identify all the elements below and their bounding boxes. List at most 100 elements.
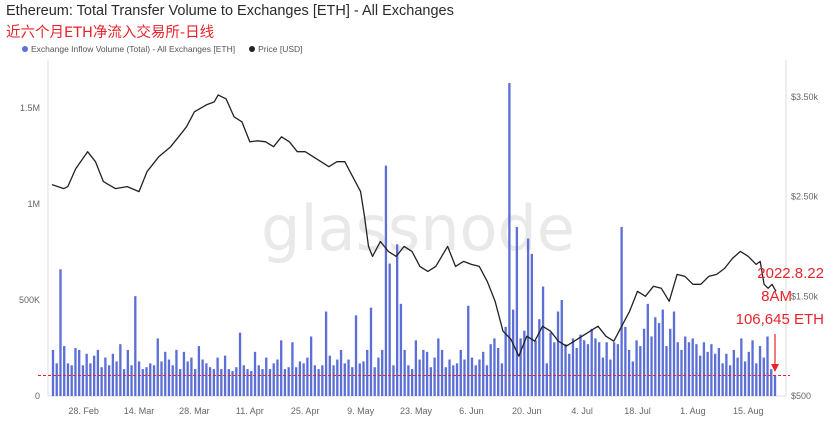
- inflow-bar: [526, 238, 530, 396]
- inflow-bar: [231, 371, 234, 396]
- inflow-bar: [130, 365, 133, 396]
- inflow-bar: [197, 346, 201, 396]
- inflow-bars: [51, 83, 777, 396]
- annotation-group: 2022.8.22 8AM 106,645 ETH: [736, 265, 824, 372]
- inflow-bar: [396, 244, 399, 396]
- inflow-bar: [631, 361, 634, 396]
- legend-inflow-dot: [22, 46, 28, 52]
- inflow-bar: [504, 326, 507, 396]
- inflow-bar: [575, 348, 578, 396]
- inflow-bar: [571, 338, 575, 396]
- inflow-bar: [721, 363, 724, 396]
- inflow-bar: [324, 311, 328, 396]
- inflow-bar: [605, 342, 608, 396]
- left-tick-label: 1.5M: [20, 103, 40, 113]
- legend-price-dot: [249, 46, 256, 52]
- inflow-bar: [448, 359, 451, 396]
- inflow-bar: [190, 357, 193, 396]
- inflow-bar: [650, 336, 653, 396]
- inflow-bar: [272, 363, 275, 396]
- x-tick-label: 9. May: [347, 406, 375, 416]
- inflow-bar: [145, 367, 148, 396]
- inflow-bar: [493, 338, 496, 396]
- inflow-bar: [235, 367, 238, 396]
- inflow-bar: [732, 349, 736, 396]
- inflow-bar: [111, 353, 115, 396]
- inflow-bar: [212, 369, 216, 396]
- left-tick-label: 1M: [27, 199, 40, 209]
- inflow-bar: [773, 375, 777, 396]
- inflow-bar: [388, 263, 391, 396]
- inflow-bar: [227, 369, 230, 396]
- inflow-bar: [676, 342, 679, 396]
- inflow-bar: [321, 365, 324, 396]
- right-tick-label: $1.50k: [791, 291, 819, 301]
- inflow-bar: [242, 365, 245, 396]
- inflow-bar: [455, 363, 459, 396]
- x-tick-label: 23. May: [400, 406, 433, 416]
- inflow-bar: [725, 353, 728, 396]
- inflow-bar: [691, 338, 694, 396]
- inflow-bar: [500, 363, 504, 396]
- legend: Exchange Inflow Volume (Total) - All Exc…: [22, 44, 303, 54]
- inflow-bar: [541, 286, 545, 396]
- inflow-bar: [414, 340, 418, 396]
- price-line: [51, 94, 777, 357]
- inflow-bar: [583, 340, 586, 396]
- inflow-bar: [560, 300, 563, 396]
- inflow-bar: [556, 311, 560, 396]
- inflow-bar: [762, 357, 765, 396]
- inflow-bar: [478, 359, 481, 396]
- inflow-bar: [366, 349, 369, 396]
- inflow-bar: [523, 330, 526, 396]
- inflow-bar: [568, 353, 571, 396]
- inflow-bar: [201, 359, 204, 396]
- inflow-bar: [766, 336, 769, 396]
- inflow-bar: [369, 307, 373, 396]
- inflow-bar: [669, 328, 672, 396]
- inflow-bar: [586, 344, 590, 396]
- x-tick-label: 6. Jun: [459, 406, 484, 416]
- inflow-bar: [463, 359, 466, 396]
- left-tick-label: 500K: [19, 295, 40, 305]
- inflow-bar: [519, 338, 522, 396]
- inflow-bar: [672, 311, 676, 396]
- inflow-bar: [74, 348, 77, 396]
- annotation-date: 2022.8.22: [757, 265, 824, 282]
- legend-item-inflow[interactable]: Exchange Inflow Volume (Total) - All Exc…: [22, 44, 235, 54]
- legend-item-price[interactable]: Price [USD]: [249, 44, 303, 54]
- inflow-bar: [598, 342, 601, 396]
- inflow-bar: [137, 361, 141, 396]
- inflow-bar: [579, 334, 582, 396]
- inflow-bar: [358, 363, 361, 396]
- inflow-bar: [459, 349, 462, 396]
- inflow-bar: [302, 363, 305, 396]
- inflow-bar: [336, 359, 339, 396]
- inflow-bar: [186, 361, 189, 396]
- inflow-bar: [119, 344, 122, 396]
- x-tick-label: 1. Aug: [680, 406, 706, 416]
- inflow-bar: [373, 367, 376, 396]
- inflow-bar: [306, 357, 309, 396]
- x-tick-label: 18. Jul: [624, 406, 651, 416]
- inflow-bar: [291, 342, 294, 396]
- inflow-bar: [126, 349, 129, 396]
- inflow-bar: [89, 363, 92, 396]
- inflow-bar: [149, 363, 152, 396]
- inflow-bar: [680, 349, 683, 396]
- inflow-bar: [564, 344, 567, 396]
- inflow-bar: [220, 369, 223, 396]
- inflow-bar: [152, 365, 156, 396]
- inflow-bar: [755, 363, 758, 396]
- inflow-bar: [66, 363, 70, 396]
- inflow-bar: [85, 353, 88, 396]
- inflow-bar: [287, 367, 290, 396]
- price-line-group: [51, 94, 777, 357]
- inflow-bar: [268, 369, 272, 396]
- inflow-bar: [141, 369, 144, 396]
- inflow-bar: [702, 342, 706, 396]
- inflow-bar: [657, 323, 661, 396]
- inflow-bar: [713, 353, 717, 396]
- inflow-bar: [612, 342, 616, 396]
